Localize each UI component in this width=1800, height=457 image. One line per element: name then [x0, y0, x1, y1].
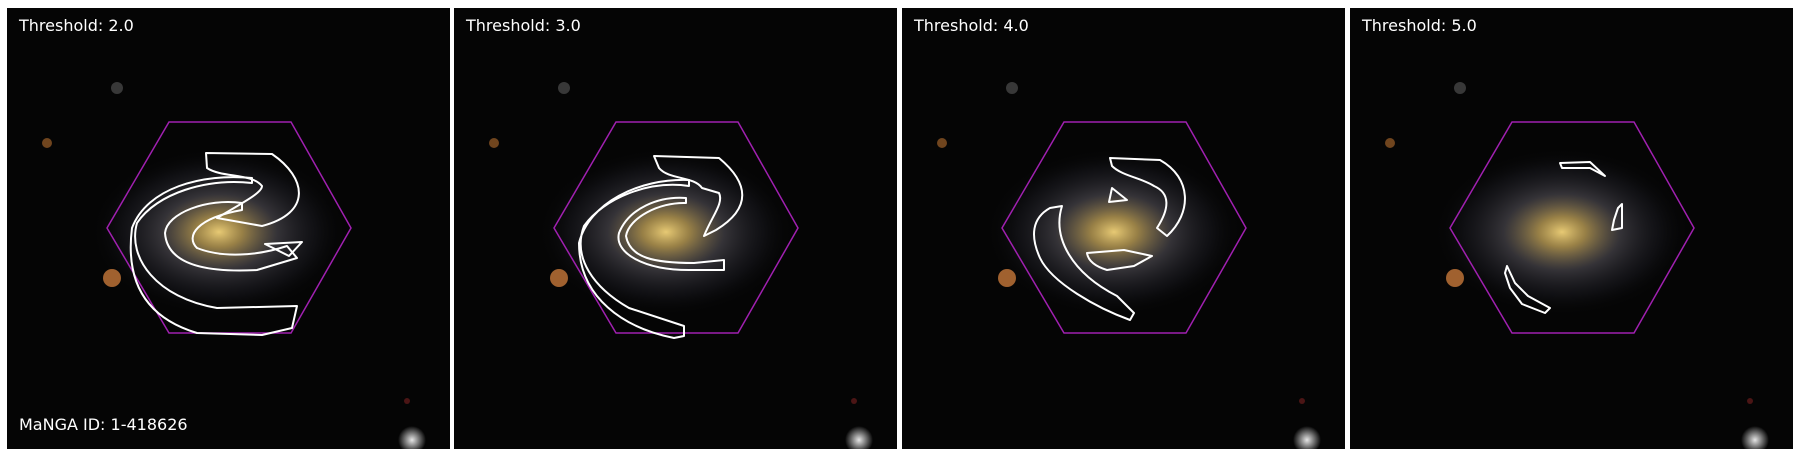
- star: [398, 426, 426, 449]
- star: [1293, 426, 1321, 449]
- ifu-hexagon: [106, 121, 352, 334]
- star: [998, 269, 1016, 287]
- star: [1741, 426, 1769, 449]
- contour-outline: [1504, 161, 1623, 314]
- galaxy-body: [89, 147, 349, 317]
- star: [404, 398, 410, 404]
- galaxy-body: [1432, 147, 1692, 317]
- threshold-label: Threshold: 5.0: [1362, 16, 1477, 35]
- panel-threshold-3: Threshold: 3.0: [454, 8, 897, 449]
- contour-outline: [578, 155, 744, 339]
- star: [1454, 82, 1466, 94]
- star: [111, 82, 123, 94]
- star: [1747, 398, 1753, 404]
- galaxy-image: [902, 8, 1345, 449]
- star: [103, 269, 121, 287]
- star: [1299, 398, 1305, 404]
- star: [1385, 138, 1395, 148]
- star: [42, 138, 52, 148]
- star: [1446, 269, 1464, 287]
- threshold-label: Threshold: 3.0: [466, 16, 581, 35]
- ifu-hexagon: [553, 121, 799, 334]
- panel-threshold-4: Threshold: 4.0: [902, 8, 1345, 449]
- galaxy-image: [7, 8, 450, 449]
- threshold-label: Threshold: 2.0: [19, 16, 134, 35]
- star: [845, 426, 873, 449]
- galaxy-image: [454, 8, 897, 449]
- panel-threshold-2: Threshold: 2.0 MaNGA ID: 1-418626: [7, 8, 450, 449]
- galaxy-body: [984, 147, 1244, 317]
- star: [489, 138, 499, 148]
- threshold-label: Threshold: 4.0: [914, 16, 1029, 35]
- galaxy-body: [536, 147, 796, 317]
- contour-outline: [129, 152, 303, 336]
- star: [1006, 82, 1018, 94]
- star: [550, 269, 568, 287]
- manga-id-label: MaNGA ID: 1-418626: [19, 415, 188, 434]
- galaxy-image: [1350, 8, 1793, 449]
- star: [851, 398, 857, 404]
- ifu-hexagon: [1449, 121, 1695, 334]
- ifu-hexagon: [1001, 121, 1247, 334]
- star: [558, 82, 570, 94]
- contour-outline: [1033, 157, 1186, 321]
- panel-threshold-5: Threshold: 5.0: [1350, 8, 1793, 449]
- star: [937, 138, 947, 148]
